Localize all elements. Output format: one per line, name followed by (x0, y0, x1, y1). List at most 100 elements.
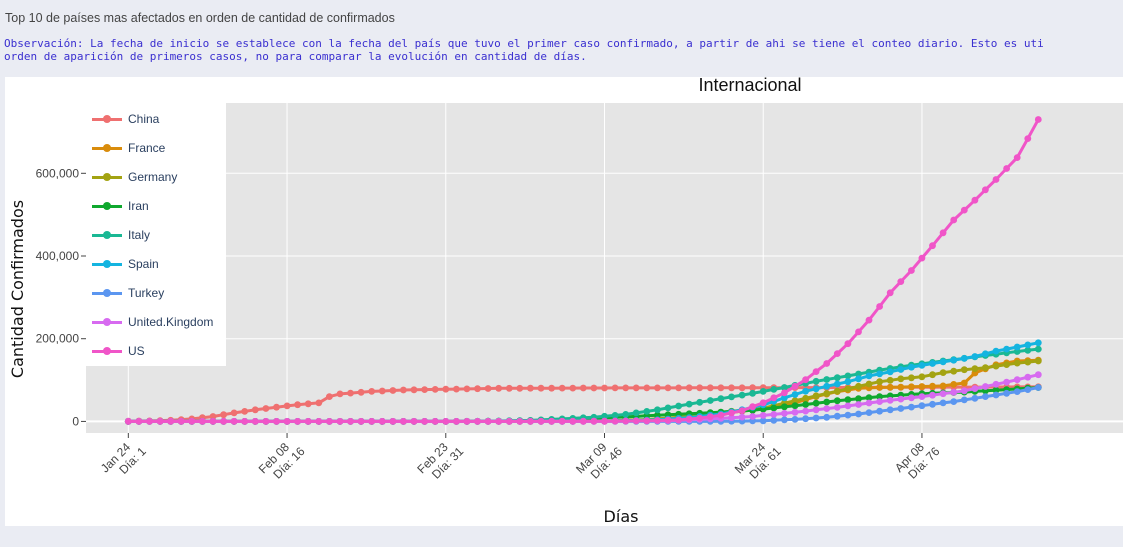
legend-item[interactable]: US (86, 341, 226, 361)
data-point (759, 388, 767, 395)
data-point (156, 418, 164, 425)
legend-item[interactable]: France (86, 138, 226, 158)
data-point (431, 386, 439, 393)
data-point (728, 384, 735, 392)
data-point (1034, 357, 1042, 365)
legend-item[interactable]: Spain (86, 254, 226, 274)
chart-legend[interactable]: China France Germany Iran Italy Spain Turkey Un… (86, 103, 226, 366)
data-point (897, 375, 905, 383)
data-point (886, 383, 894, 391)
data-point (802, 376, 809, 384)
data-point (579, 384, 587, 392)
legend-label: China (128, 112, 160, 126)
data-point (855, 328, 862, 336)
data-point (400, 386, 407, 394)
data-point (728, 409, 735, 417)
data-point (654, 417, 661, 424)
data-point (950, 381, 958, 388)
data-point (918, 383, 926, 390)
data-point (484, 418, 492, 425)
data-point (527, 417, 534, 425)
data-point (844, 340, 852, 348)
legend-item[interactable]: China (86, 109, 226, 129)
data-point (971, 394, 979, 402)
data-point (685, 400, 693, 408)
data-point (929, 242, 936, 250)
series-us[interactable] (124, 116, 1042, 425)
data-point (960, 355, 968, 362)
data-point (781, 410, 788, 417)
data-point (812, 377, 820, 385)
data-point (876, 407, 883, 415)
data-point (971, 196, 979, 204)
data-point (1034, 384, 1042, 391)
data-point (738, 384, 746, 392)
legend-swatch (92, 138, 122, 158)
data-point (992, 386, 1000, 394)
data-point (960, 387, 968, 395)
legend-item[interactable]: United.Kingdom (86, 312, 226, 332)
data-point (453, 385, 460, 393)
data-point (728, 414, 735, 422)
data-point (802, 401, 809, 408)
data-point (992, 176, 1000, 183)
data-point (230, 418, 238, 425)
data-point (527, 384, 534, 392)
data-point (781, 384, 788, 391)
data-point (601, 417, 608, 425)
data-point (410, 386, 418, 394)
data-point (283, 418, 291, 425)
data-point (833, 374, 841, 382)
data-point (770, 404, 778, 412)
data-point (632, 409, 640, 417)
data-point (770, 411, 778, 418)
data-point (188, 418, 196, 425)
data-point (971, 353, 979, 360)
data-point (696, 398, 704, 406)
data-point (749, 413, 756, 420)
data-point (262, 418, 270, 425)
legend-item[interactable]: Turkey (86, 283, 226, 303)
data-point (569, 384, 577, 392)
data-point (675, 384, 682, 392)
data-point (960, 366, 968, 374)
data-point (791, 402, 799, 410)
data-point (749, 389, 756, 397)
data-point (611, 384, 619, 392)
data-point (368, 418, 376, 425)
legend-item[interactable]: Italy (86, 225, 226, 245)
data-point (939, 382, 947, 390)
data-point (929, 391, 936, 399)
data-point (654, 384, 661, 392)
data-point (908, 383, 915, 391)
data-point (632, 384, 640, 392)
data-point (759, 412, 767, 419)
data-point (283, 402, 291, 410)
data-point (781, 416, 788, 424)
data-point (706, 413, 714, 421)
legend-item[interactable]: Iran (86, 196, 226, 216)
data-point (886, 406, 894, 414)
data-point (463, 385, 471, 393)
data-point (516, 418, 524, 425)
data-point (675, 402, 682, 410)
data-point (865, 372, 873, 380)
data-point (357, 418, 365, 425)
data-point (537, 384, 545, 392)
data-point (516, 384, 524, 392)
data-point (971, 365, 979, 373)
data-point (812, 399, 820, 407)
y-tick-label: 200,000 (36, 332, 80, 346)
data-point (1013, 359, 1021, 367)
data-point (241, 418, 249, 425)
legend-item[interactable]: Germany (86, 167, 226, 187)
data-point (167, 418, 175, 425)
data-point (855, 410, 862, 418)
data-point (643, 384, 651, 392)
data-point (368, 388, 376, 395)
y-tick-label: 0 (72, 414, 79, 428)
data-point (823, 382, 831, 390)
data-point (685, 415, 693, 423)
series-layer (124, 116, 1042, 425)
data-point (770, 386, 778, 393)
